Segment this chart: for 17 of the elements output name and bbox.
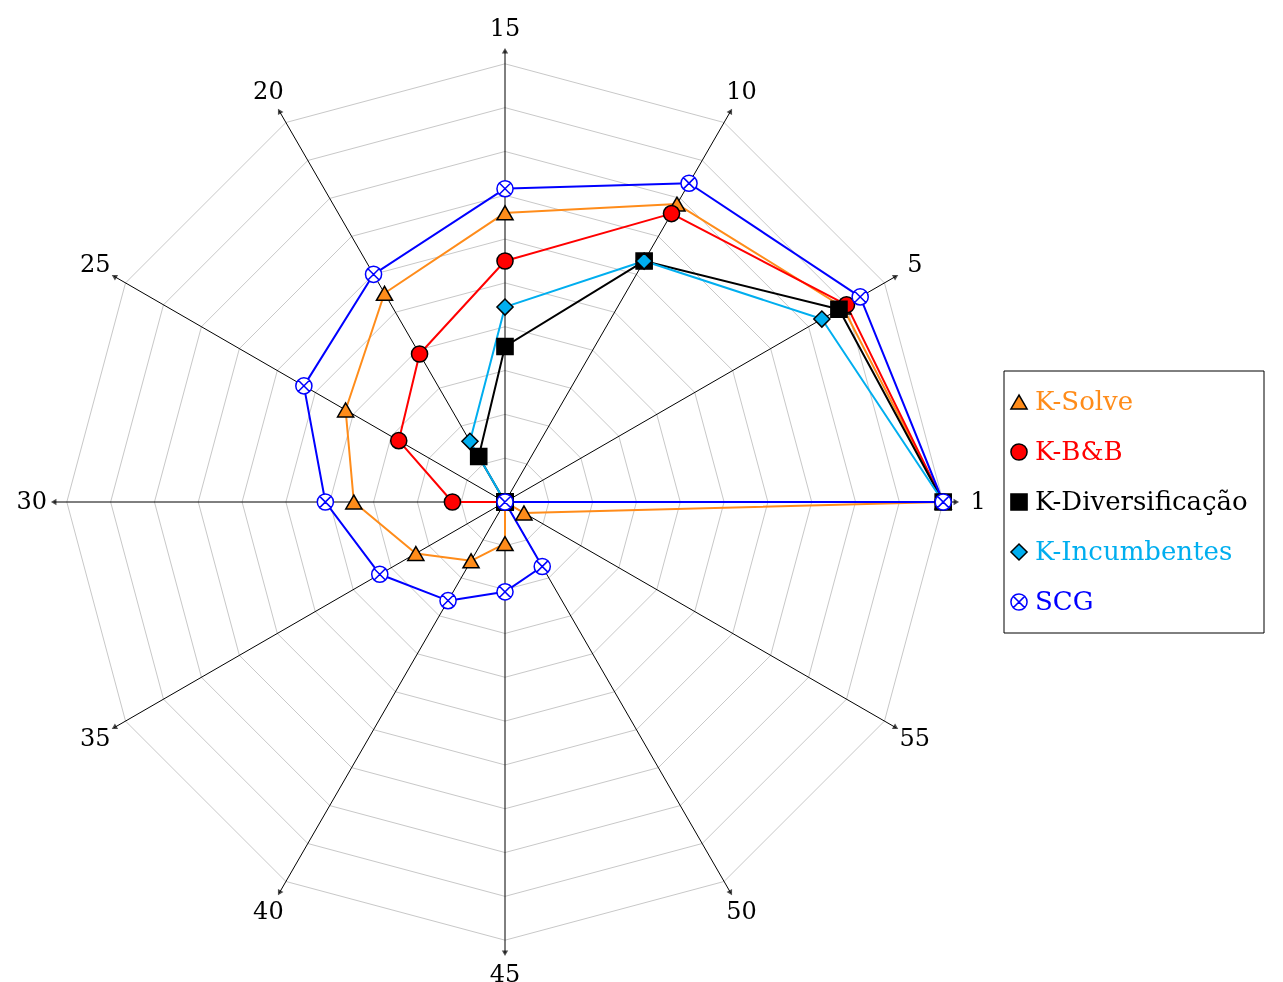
spoke-label: 20	[253, 77, 284, 106]
spoke-label: 5	[907, 250, 923, 279]
spoke-label: 15	[489, 13, 521, 42]
legend-label: K-Incumbentes	[1035, 536, 1233, 566]
legend-label: SCG	[1035, 586, 1094, 616]
legend-label: K-Diversificação	[1035, 486, 1248, 516]
legend-label: K-B&B	[1035, 436, 1123, 466]
spoke-label: 45	[489, 960, 521, 982]
spoke-label: 1	[970, 487, 986, 515]
spoke-label: 50	[726, 896, 757, 925]
spoke-label: 35	[79, 723, 111, 752]
spoke-label: 40	[253, 896, 284, 925]
spoke-label: 10	[726, 77, 757, 106]
legend-label: K-Solve	[1035, 386, 1134, 416]
spoke-label: 30	[16, 487, 48, 515]
spoke-label: 55	[899, 723, 931, 752]
spoke-label: 25	[79, 250, 111, 279]
